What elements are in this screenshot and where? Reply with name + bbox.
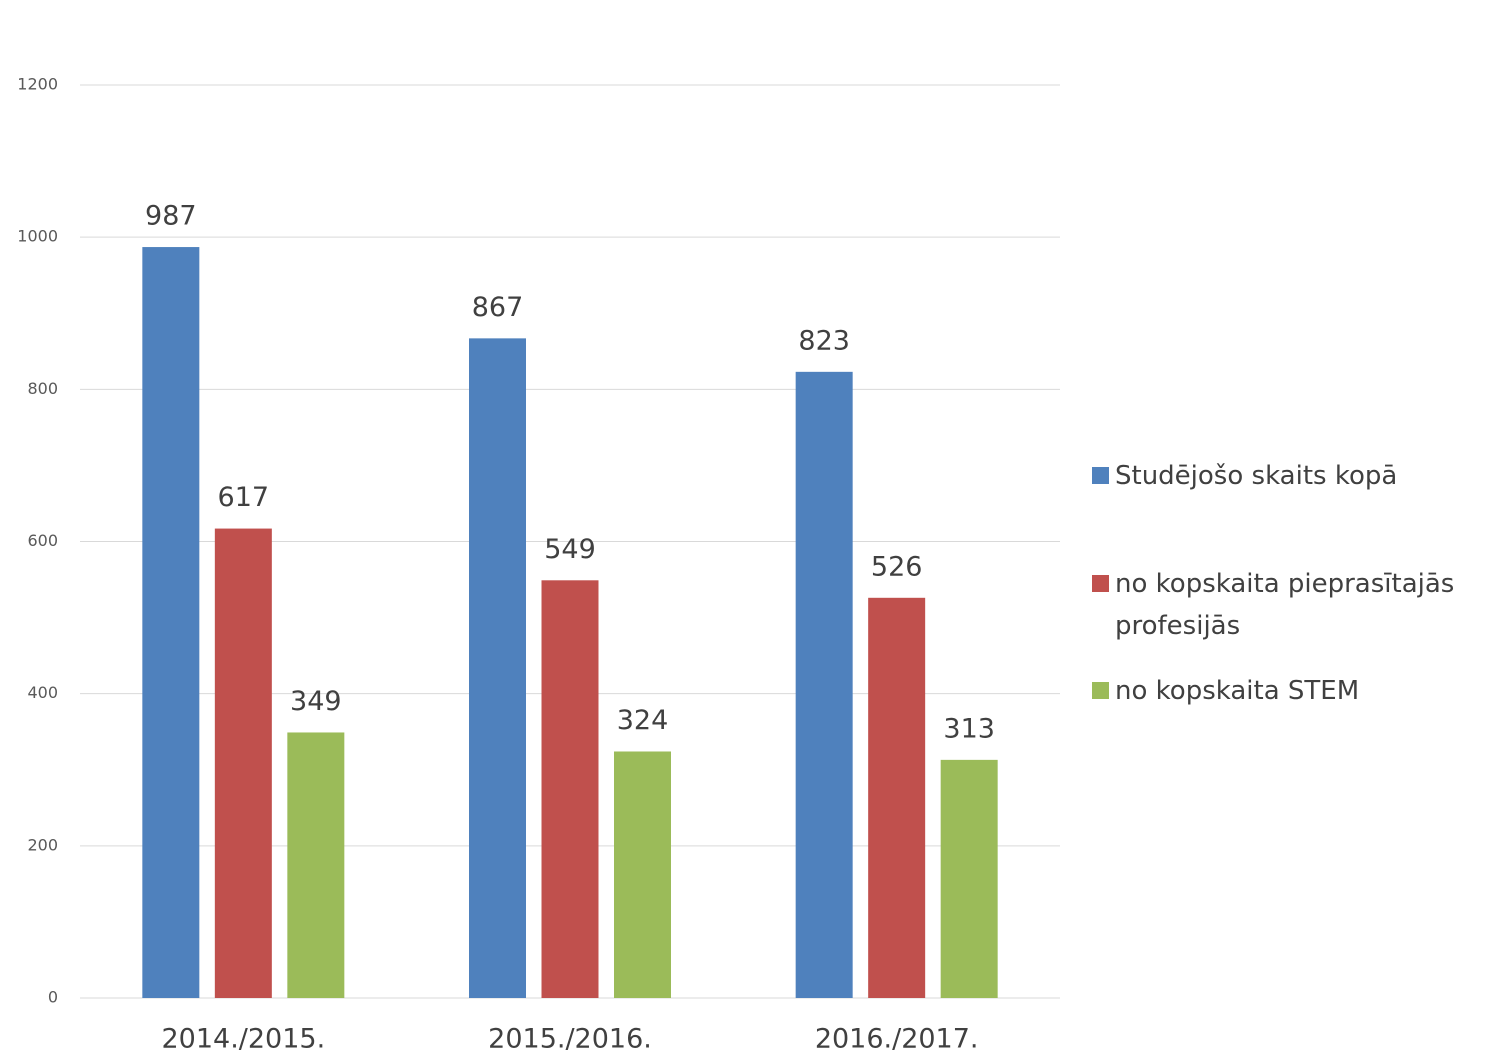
legend-label: no kopskaita STEM (1115, 670, 1359, 712)
data-label: 526 (871, 551, 923, 582)
bar (142, 247, 199, 998)
chart: 0 200 400 600 800 1000 1200 2014./2015. 987 617 34… (0, 0, 1501, 1058)
data-label: 324 (617, 705, 669, 736)
x-tick-label: 2016./2017. (815, 1024, 979, 1055)
y-tick-label: 0 (48, 988, 58, 1007)
legend-entry: Studējošo skaits kopā (1092, 455, 1497, 497)
y-tick-label: 400 (27, 683, 58, 702)
legend-entry: no kopskaita pieprasītajās profesijās (1092, 563, 1497, 647)
data-label: 617 (218, 482, 270, 513)
legend-swatch (1092, 575, 1109, 592)
bar (469, 338, 526, 998)
bar (614, 751, 671, 998)
bar (542, 580, 599, 998)
data-label: 987 (145, 201, 197, 232)
y-tick-label: 1200 (17, 75, 58, 94)
legend-swatch (1092, 682, 1109, 699)
legend-entry: no kopskaita STEM (1092, 670, 1497, 712)
bar (287, 732, 344, 998)
legend-label: Studējošo skaits kopā (1115, 455, 1397, 497)
page: {"chart_data": {"type": "bar", "categori… (0, 0, 1501, 1058)
x-tick-label: 2014./2015. (161, 1024, 325, 1055)
data-label: 867 (472, 292, 524, 323)
x-tick-label: 2015./2016. (488, 1024, 652, 1055)
data-label: 549 (544, 534, 596, 565)
legend-label: no kopskaita pieprasītajās profesijās (1115, 563, 1497, 647)
data-label: 313 (943, 713, 995, 744)
y-tick-label: 600 (27, 531, 58, 550)
y-tick-label: 1000 (17, 227, 58, 246)
bar (941, 760, 998, 998)
data-label: 823 (798, 325, 850, 356)
bar (796, 372, 853, 998)
bar (215, 529, 272, 998)
data-label: 349 (290, 686, 342, 717)
y-tick-label: 800 (27, 379, 58, 398)
legend-swatch (1092, 467, 1109, 484)
bar (868, 598, 925, 998)
y-tick-label: 200 (27, 835, 58, 854)
